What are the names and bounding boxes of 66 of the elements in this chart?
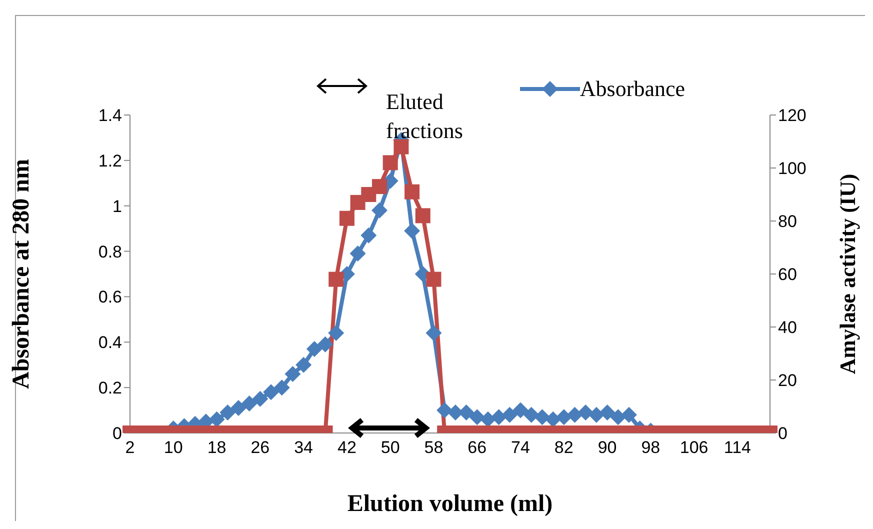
y2-axis-title: Amylase activity (IU) [834,174,860,374]
y-tick-label: 1.2 [98,151,122,170]
point [296,356,312,373]
point [588,406,604,423]
point [512,402,529,418]
x-tick-label: 42 [337,438,356,458]
y2-tick-label: 40 [778,318,797,338]
point [490,409,507,426]
y-tick-label: 1 [112,196,122,216]
y2-tick-label: 0 [778,424,788,444]
x-tick-label: 106 [680,438,708,458]
point [534,409,550,426]
y-tick-label: 0.4 [98,333,122,352]
legend-label: Absorbance [580,76,685,102]
y2-tick-label: 120 [778,106,806,126]
y2-tick-label: 60 [778,265,797,284]
x-tick-label: 26 [250,438,270,458]
point [220,404,236,421]
point [317,336,334,352]
x-tick-label: 114 [724,438,752,458]
point [556,409,572,426]
point [502,406,518,423]
y2-tick-label: 80 [778,212,797,232]
point [404,222,420,239]
y-tick-label: 0.2 [98,378,122,398]
point [328,325,344,342]
point [371,202,388,218]
x-tick-label: 2 [125,438,135,458]
point [350,246,366,262]
x-tick-label: 74 [511,438,530,458]
point [274,380,290,396]
point [426,325,442,342]
y-axis-title: Absorbance at 280 nm [8,158,35,390]
y2-tick-label: 100 [778,159,806,178]
point [230,400,246,416]
x-tick-label: 10 [164,438,183,458]
point [469,409,486,426]
x-tick-label: 34 [294,438,314,458]
x-tick-label: 90 [598,438,617,458]
point [263,384,280,400]
point [620,406,637,423]
x-axis-title: Elution volume (ml) [347,491,553,517]
point [610,409,626,426]
x-tick-label: 50 [380,438,400,458]
point [523,406,540,423]
x-tick-label: 98 [641,438,660,458]
y-tick-label: 0 [112,424,122,444]
y-tick-label: 0.8 [98,242,122,262]
annotation: Eluted fractions [386,88,464,145]
point [578,404,594,421]
point [566,406,583,423]
point [306,340,322,357]
point [252,390,268,407]
y-tick-label: 1.4 [98,106,122,126]
x-tick-label: 58 [424,438,444,458]
point [599,404,616,421]
point [208,411,225,428]
point [360,227,377,244]
point [241,395,258,412]
x-tick-label: 18 [207,438,226,458]
x-tick-label: 66 [468,438,487,458]
y-tick-label: 0.6 [98,288,122,307]
point [284,366,301,382]
point [436,402,453,418]
y2-tick-label: 20 [778,371,797,390]
x-tick-label: 82 [554,438,574,458]
